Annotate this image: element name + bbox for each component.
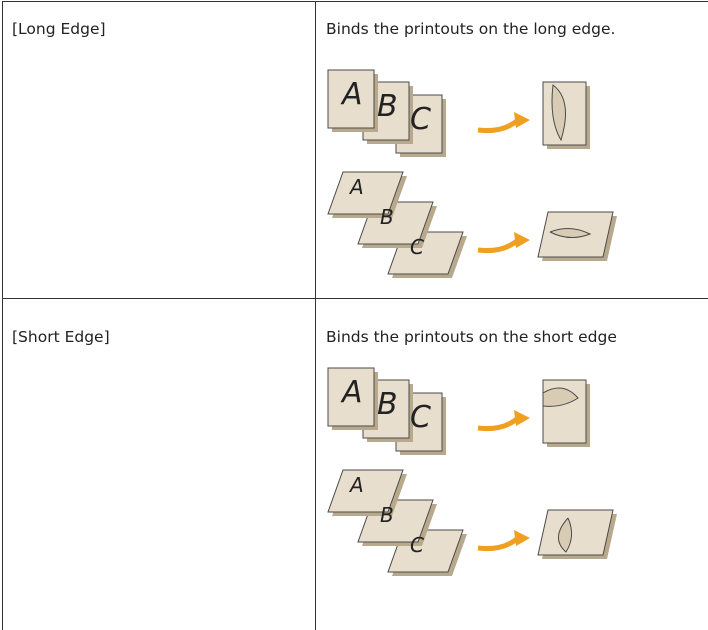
page-letter: A	[348, 175, 364, 199]
page	[327, 69, 375, 129]
setting-description: Binds the printouts on the short edge	[326, 328, 617, 346]
arrow-head	[514, 232, 530, 248]
page-letter: C	[410, 400, 431, 435]
page-letter: A	[340, 77, 363, 112]
arrow	[477, 238, 520, 253]
fold	[549, 228, 592, 238]
setting-description: Binds the printouts on the long edge.	[326, 20, 616, 38]
arrow-head	[514, 410, 530, 426]
page	[327, 469, 404, 513]
fold	[542, 387, 579, 407]
fold	[558, 517, 572, 553]
page-letter: A	[340, 375, 363, 410]
setting-name: [Short Edge]	[12, 328, 110, 346]
border	[2, 1, 708, 2]
page-letter: A	[348, 473, 364, 497]
page-letter: C	[410, 533, 424, 557]
page-letter: B	[380, 205, 394, 229]
border	[2, 1, 3, 630]
figure: ABC	[327, 469, 617, 576]
arrow	[477, 416, 520, 431]
arrow-head	[514, 530, 530, 546]
arrow-head	[514, 112, 530, 128]
page-letter: B	[377, 387, 398, 422]
page	[327, 367, 375, 427]
page-letter: B	[377, 89, 398, 124]
page-letter: C	[410, 102, 431, 137]
column-divider	[315, 1, 316, 630]
page-letter: B	[380, 503, 394, 527]
figure: ABC	[327, 171, 617, 278]
page	[327, 171, 404, 215]
page	[537, 509, 614, 556]
fold	[551, 84, 566, 142]
page-letter: C	[410, 235, 424, 259]
arrow	[477, 536, 520, 551]
arrow	[477, 118, 520, 133]
row-divider	[2, 298, 708, 299]
setting-name: [Long Edge]	[12, 20, 106, 38]
